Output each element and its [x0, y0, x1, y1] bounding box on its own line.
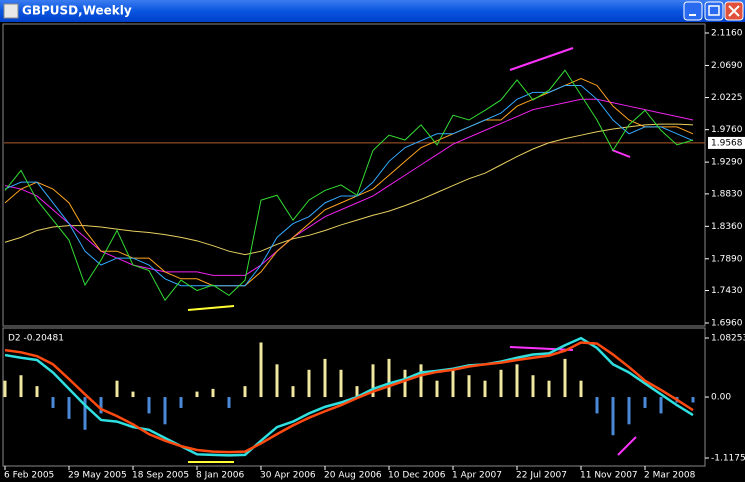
histogram-bar	[531, 375, 535, 398]
histogram-bar	[227, 397, 231, 408]
series-line	[4, 341, 694, 454]
window-buttons[interactable]	[683, 1, 744, 21]
histogram-bar	[19, 375, 23, 398]
histogram-bar	[355, 386, 359, 398]
histogram-bar	[643, 397, 647, 408]
x-tick-label: 1 Apr 2007	[452, 471, 502, 481]
histogram-bar	[691, 397, 695, 403]
histogram-bar	[291, 386, 295, 398]
histogram-bar	[595, 397, 599, 414]
trend-annotation	[509, 346, 574, 351]
histogram-bar	[163, 397, 167, 425]
window-icon	[3, 3, 19, 19]
y-tick-label: 1.6960	[711, 319, 743, 329]
y-tick-label: -1.11752	[711, 454, 745, 464]
histogram-bar	[275, 364, 279, 398]
close-glyph	[728, 5, 740, 17]
histogram-bar	[99, 397, 103, 414]
histogram-bar	[259, 342, 263, 398]
x-tick-label: 18 Sep 2005	[132, 471, 189, 481]
histogram-bar	[563, 358, 567, 398]
last-price-label: 1.9568	[711, 138, 743, 148]
last-price-box	[708, 136, 745, 149]
histogram-bar	[67, 397, 71, 419]
histogram-bar	[3, 380, 7, 398]
x-tick-label: 10 Dec 2006	[388, 471, 446, 481]
y-tick-label: 1.08253	[711, 334, 745, 344]
histogram-bar	[611, 397, 615, 436]
histogram-bar	[211, 388, 215, 398]
histogram-bar	[179, 397, 183, 408]
maximize-button[interactable]	[704, 1, 724, 21]
histogram-bar	[147, 397, 151, 414]
trend-annotation	[509, 47, 574, 71]
histogram-bar	[323, 358, 327, 398]
histogram-bar	[195, 391, 199, 398]
histogram-bar	[515, 364, 519, 398]
series-line	[4, 98, 694, 276]
histogram-bar	[371, 364, 375, 398]
window-title: GBPUSD,Weekly	[22, 4, 132, 18]
histogram-bar	[51, 397, 55, 408]
y-tick-label: 2.0690	[711, 61, 743, 71]
histogram-bar	[35, 386, 39, 398]
y-tick-label: 1.9760	[711, 125, 743, 135]
y-tick-label: 2.0225	[711, 93, 743, 103]
histogram-bar	[435, 380, 439, 398]
x-tick-label: 22 Jul 2007	[516, 471, 567, 481]
histogram-bar	[419, 364, 423, 398]
maximize-glyph	[708, 5, 720, 16]
histogram-bar	[131, 391, 135, 398]
histogram-bar	[627, 397, 631, 425]
x-tick-label: 11 Nov 2007	[580, 471, 638, 481]
histogram-bar	[451, 369, 455, 398]
histogram-bar	[659, 397, 663, 414]
series-line	[4, 123, 694, 256]
main-panel	[2, 23, 706, 327]
y-tick-label: 1.9290	[711, 158, 743, 168]
histogram-bar	[499, 369, 503, 398]
histogram-bar	[83, 397, 87, 430]
y-tick-label: 1.8830	[711, 189, 743, 199]
histogram-bar	[307, 369, 311, 398]
histogram-bar	[115, 380, 119, 398]
x-tick-label: 2 Mar 2008	[644, 471, 696, 481]
trend-annotation	[611, 149, 631, 158]
y-tick-label: 2.1160	[711, 29, 743, 39]
series-line	[4, 336, 694, 457]
x-tick-label: 8 Jan 2006	[196, 471, 244, 481]
y-tick-label: 1.7890	[711, 254, 743, 264]
histogram-bar	[547, 380, 551, 398]
histogram-bar	[243, 386, 247, 398]
series-line	[4, 78, 694, 287]
histogram-bar	[339, 369, 343, 398]
histogram-bar	[387, 358, 391, 398]
histogram-bar	[403, 369, 407, 398]
y-tick-label: 1.7430	[711, 286, 743, 296]
y-tick-label: 0.00	[711, 393, 731, 403]
histogram-bar	[467, 375, 471, 398]
series-line	[4, 69, 694, 302]
series-line	[4, 84, 694, 287]
trend-annotation	[617, 436, 637, 456]
trend-annotation	[187, 305, 235, 311]
histogram-bar	[483, 380, 487, 398]
x-tick-label: 6 Feb 2005	[4, 471, 54, 481]
x-tick-label: 20 Aug 2006	[324, 471, 382, 481]
y-tick-label: 1.8360	[711, 222, 743, 232]
x-tick-label: 29 May 2005	[68, 471, 127, 481]
title-bar	[0, 0, 745, 22]
x-tick-label: 30 Apr 2006	[260, 471, 316, 481]
minimize-button[interactable]	[683, 1, 703, 21]
histogram-bar	[579, 380, 583, 398]
indicator-label: D2 -0.20481	[8, 334, 64, 344]
